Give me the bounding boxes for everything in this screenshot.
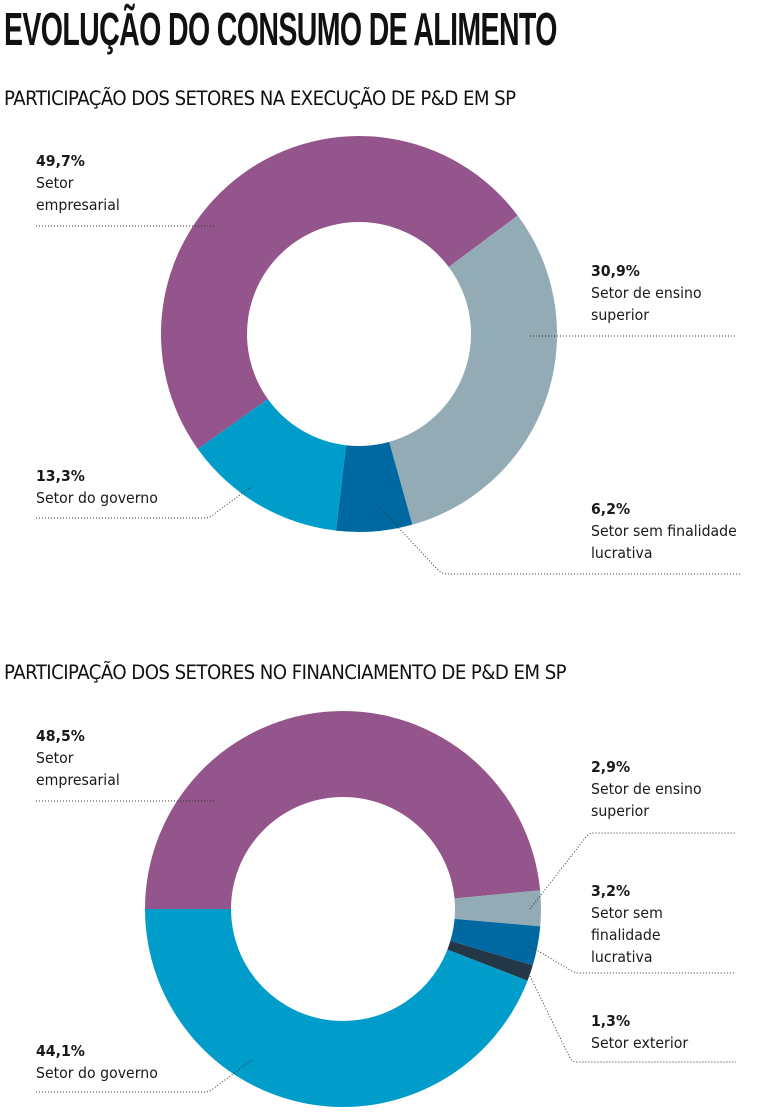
label-name: empresarial [36, 196, 120, 214]
label-c2-exterior: 1,3% Setor exterior [591, 1010, 688, 1054]
label-name: Setor exterior [591, 1034, 689, 1052]
label-value: 6,2% [591, 500, 631, 518]
label-name: Setor [36, 174, 74, 192]
donut-slice-sem-finalidade [336, 441, 413, 532]
label-c1-ensino: 30,9% Setor de ensino superior [591, 260, 702, 326]
leader-line-c2-semfin [529, 945, 736, 974]
label-name: lucrativa [591, 948, 653, 966]
chart-1-title: PARTICIPAÇÃO DOS SETORES NA EXECUÇÃO DE … [4, 87, 516, 110]
label-c2-ensino: 2,9% Setor de ensino superior [591, 756, 702, 822]
label-value: 2,9% [591, 758, 631, 776]
label-name: finalidade [591, 926, 661, 944]
label-name: Setor de ensino [591, 284, 702, 302]
label-value: 48,5% [36, 727, 85, 745]
label-name: Setor do governo [36, 1064, 158, 1082]
label-value: 3,2% [591, 882, 631, 900]
label-c2-semfin: 3,2% Setor sem finalidade lucrativa [591, 880, 663, 968]
leader-line-c1-semfin [379, 507, 740, 575]
label-c2-empresarial: 48,5% Setor empresarial [36, 725, 120, 791]
label-value: 44,1% [36, 1042, 85, 1060]
label-c1-empresarial: 49,7% Setor empresarial [36, 150, 120, 216]
donut-chart-financiamento [144, 710, 542, 1108]
donut-chart-execucao [160, 135, 557, 532]
donut-slice-ensino-superior [389, 215, 557, 525]
leader-lines [36, 225, 740, 1093]
label-c2-governo: 44,1% Setor do governo [36, 1040, 158, 1084]
label-name: Setor sem [591, 904, 663, 922]
label-name: superior [591, 306, 650, 324]
donut-slice-governo [144, 909, 528, 1108]
label-value: 49,7% [36, 152, 85, 170]
label-c1-semfin: 6,2% Setor sem finalidade lucrativa [591, 498, 737, 564]
donut-slice-exterior [447, 940, 533, 981]
donut-slice-empresarial [160, 135, 518, 449]
label-c1-governo: 13,3% Setor do governo [36, 465, 158, 509]
label-name: empresarial [36, 771, 120, 789]
label-name: lucrativa [591, 544, 653, 562]
label-name: superior [591, 802, 650, 820]
donut-slice-governo [197, 399, 346, 531]
label-value: 13,3% [36, 467, 85, 485]
label-name: Setor de ensino [591, 780, 702, 798]
label-value: 1,3% [591, 1012, 631, 1030]
donut-slice-sem-finalidade [450, 918, 541, 966]
donut-slice-ensino-superior [454, 890, 542, 927]
chart-2-title: PARTICIPAÇÃO DOS SETORES NO FINANCIAMENT… [4, 661, 567, 684]
label-name: Setor [36, 749, 74, 767]
leader-line-c2-governo [36, 1059, 253, 1093]
label-name: Setor do governo [36, 489, 158, 507]
page-title: EVOLUÇÃO DO CONSUMO DE ALIMENTO [4, 3, 557, 55]
donut-slice-empresarial [145, 710, 541, 909]
leader-line-c1-governo [36, 485, 253, 519]
label-name: Setor sem finalidade [591, 522, 737, 540]
label-value: 30,9% [591, 262, 640, 280]
